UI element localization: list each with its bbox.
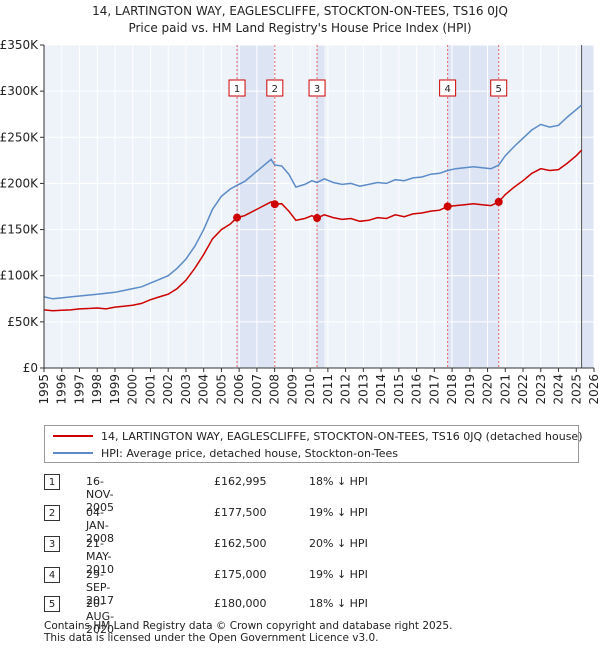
legend-swatch-property bbox=[53, 435, 93, 437]
sale-label-box bbox=[228, 79, 246, 97]
sale-label-box bbox=[308, 79, 326, 97]
x-tick-label: 2022 bbox=[516, 374, 530, 405]
sale-label-text: 2 bbox=[272, 84, 278, 95]
transaction-date: 04-JAN-2008 bbox=[86, 506, 114, 545]
sale-label: 4 bbox=[439, 79, 457, 97]
x-tick-label: 2001 bbox=[143, 374, 157, 405]
transaction-date: 21-MAY-2010 bbox=[86, 537, 114, 576]
legend-label-property: 14, LARTINGTON WAY, EAGLESCLIFFE, STOCKT… bbox=[101, 429, 583, 443]
x-tick-label: 2007 bbox=[250, 374, 264, 405]
footer-line-2: This data is licensed under the Open Gov… bbox=[44, 632, 379, 644]
x-tick-label: 2014 bbox=[374, 374, 388, 405]
x-tick-label: 2023 bbox=[534, 374, 548, 405]
x-tick-label: 2008 bbox=[268, 374, 282, 405]
sale-point bbox=[313, 214, 322, 223]
y-tick-label: £250K bbox=[0, 130, 39, 144]
sale-label: 1 bbox=[228, 79, 246, 97]
transaction-number: 2 bbox=[44, 505, 60, 521]
x-tick-label: 1996 bbox=[55, 374, 69, 405]
sale-label-text: 1 bbox=[234, 84, 240, 95]
transaction-price: £162,500 bbox=[214, 537, 267, 550]
x-tick-label: 1995 bbox=[37, 374, 51, 405]
shaded-range bbox=[581, 45, 594, 368]
series-line-property bbox=[43, 149, 583, 312]
x-tick-label: 2002 bbox=[161, 374, 175, 405]
x-tick-label: 2012 bbox=[339, 374, 353, 405]
sale-point bbox=[494, 197, 503, 206]
chart-subtitle: Price paid vs. HM Land Registry's House … bbox=[128, 21, 471, 35]
y-tick-label: £0 bbox=[23, 361, 38, 375]
chart-title: 14, LARTINGTON WAY, EAGLESCLIFFE, STOCKT… bbox=[92, 4, 508, 18]
x-tick-label: 1999 bbox=[108, 374, 122, 405]
x-tick-label: 2021 bbox=[498, 374, 512, 405]
y-tick-label: £200K bbox=[0, 176, 39, 190]
sale-point bbox=[233, 213, 242, 222]
legend-label-hpi: HPI: Average price, detached house, Stoc… bbox=[101, 446, 399, 460]
x-tick-label: 2004 bbox=[197, 374, 211, 405]
footer-line-1: Contains HM Land Registry data © Crown c… bbox=[44, 620, 453, 632]
sale-label-box bbox=[439, 79, 457, 97]
x-tick-label: 2006 bbox=[232, 374, 246, 405]
transaction-hpi-diff: 20% ↓ HPI bbox=[309, 537, 368, 550]
legend: 14, LARTINGTON WAY, EAGLESCLIFFE, STOCKT… bbox=[44, 425, 582, 463]
transaction-number: 3 bbox=[44, 536, 60, 552]
transaction-date: 29-SEP-2017 bbox=[86, 568, 114, 607]
x-tick-label: 2009 bbox=[285, 374, 299, 405]
transaction-date: 16-NOV-2005 bbox=[86, 475, 114, 514]
legend-item-hpi: HPI: Average price, detached house, Stoc… bbox=[53, 445, 398, 461]
sale-point bbox=[270, 200, 279, 209]
x-tick-label: 2024 bbox=[552, 374, 566, 405]
transaction-price: £177,500 bbox=[214, 506, 267, 519]
x-tick-label: 2019 bbox=[463, 374, 477, 405]
sale-point bbox=[443, 202, 452, 211]
x-tick-label: 2013 bbox=[356, 374, 370, 405]
shaded-range bbox=[317, 45, 325, 368]
x-tick-label: 2015 bbox=[392, 374, 406, 405]
transaction-price: £175,000 bbox=[214, 568, 267, 581]
x-tick-label: 2011 bbox=[321, 374, 335, 405]
y-tick-label: £350K bbox=[0, 38, 39, 52]
transaction-number: 5 bbox=[44, 596, 60, 612]
transaction-hpi-diff: 18% ↓ HPI bbox=[309, 597, 368, 610]
series-line-hpi bbox=[43, 104, 583, 300]
sale-label-box bbox=[266, 79, 284, 97]
y-tick-label: £150K bbox=[0, 223, 39, 237]
x-tick-label: 2026 bbox=[587, 374, 600, 405]
legend-swatch-hpi bbox=[53, 452, 93, 454]
x-tick-label: 2017 bbox=[427, 374, 441, 405]
transaction-hpi-diff: 19% ↓ HPI bbox=[309, 506, 368, 519]
transaction-hpi-diff: 19% ↓ HPI bbox=[309, 568, 368, 581]
transaction-number: 1 bbox=[44, 474, 60, 490]
x-tick-label: 2018 bbox=[445, 374, 459, 405]
x-tick-label: 1998 bbox=[90, 374, 104, 405]
x-tick-label: 2000 bbox=[126, 374, 140, 405]
price-chart: 14, LARTINGTON WAY, EAGLESCLIFFE, STOCKT… bbox=[0, 4, 600, 405]
sale-label-text: 5 bbox=[496, 84, 502, 95]
transaction-number: 4 bbox=[44, 567, 60, 583]
transaction-hpi-diff: 18% ↓ HPI bbox=[309, 475, 368, 488]
sale-label-text: 4 bbox=[444, 84, 450, 95]
transaction-date: 20-AUG-2020 bbox=[86, 597, 115, 636]
transaction-price: £162,995 bbox=[214, 475, 267, 488]
x-tick-label: 2025 bbox=[569, 374, 583, 405]
footer-attribution: Contains HM Land Registry data © Crown c… bbox=[44, 620, 452, 644]
y-tick-label: £50K bbox=[7, 315, 39, 329]
x-tick-label: 2003 bbox=[179, 374, 193, 405]
sale-label: 2 bbox=[266, 79, 284, 97]
y-tick-label: £100K bbox=[0, 269, 39, 283]
legend-item-property: 14, LARTINGTON WAY, EAGLESCLIFFE, STOCKT… bbox=[53, 428, 582, 444]
sale-label-box bbox=[490, 79, 508, 97]
shaded-range bbox=[237, 45, 275, 368]
transaction-price: £180,000 bbox=[214, 597, 267, 610]
sale-label-text: 3 bbox=[314, 84, 320, 95]
x-tick-label: 2016 bbox=[410, 374, 424, 405]
x-tick-label: 2020 bbox=[481, 374, 495, 405]
y-tick-label: £300K bbox=[0, 84, 39, 98]
x-tick-label: 2005 bbox=[214, 374, 228, 405]
x-tick-label: 1997 bbox=[72, 374, 86, 405]
shaded-range bbox=[447, 45, 499, 368]
x-tick-label: 2010 bbox=[303, 374, 317, 405]
sale-label: 3 bbox=[308, 79, 326, 97]
sale-label: 5 bbox=[490, 79, 508, 97]
